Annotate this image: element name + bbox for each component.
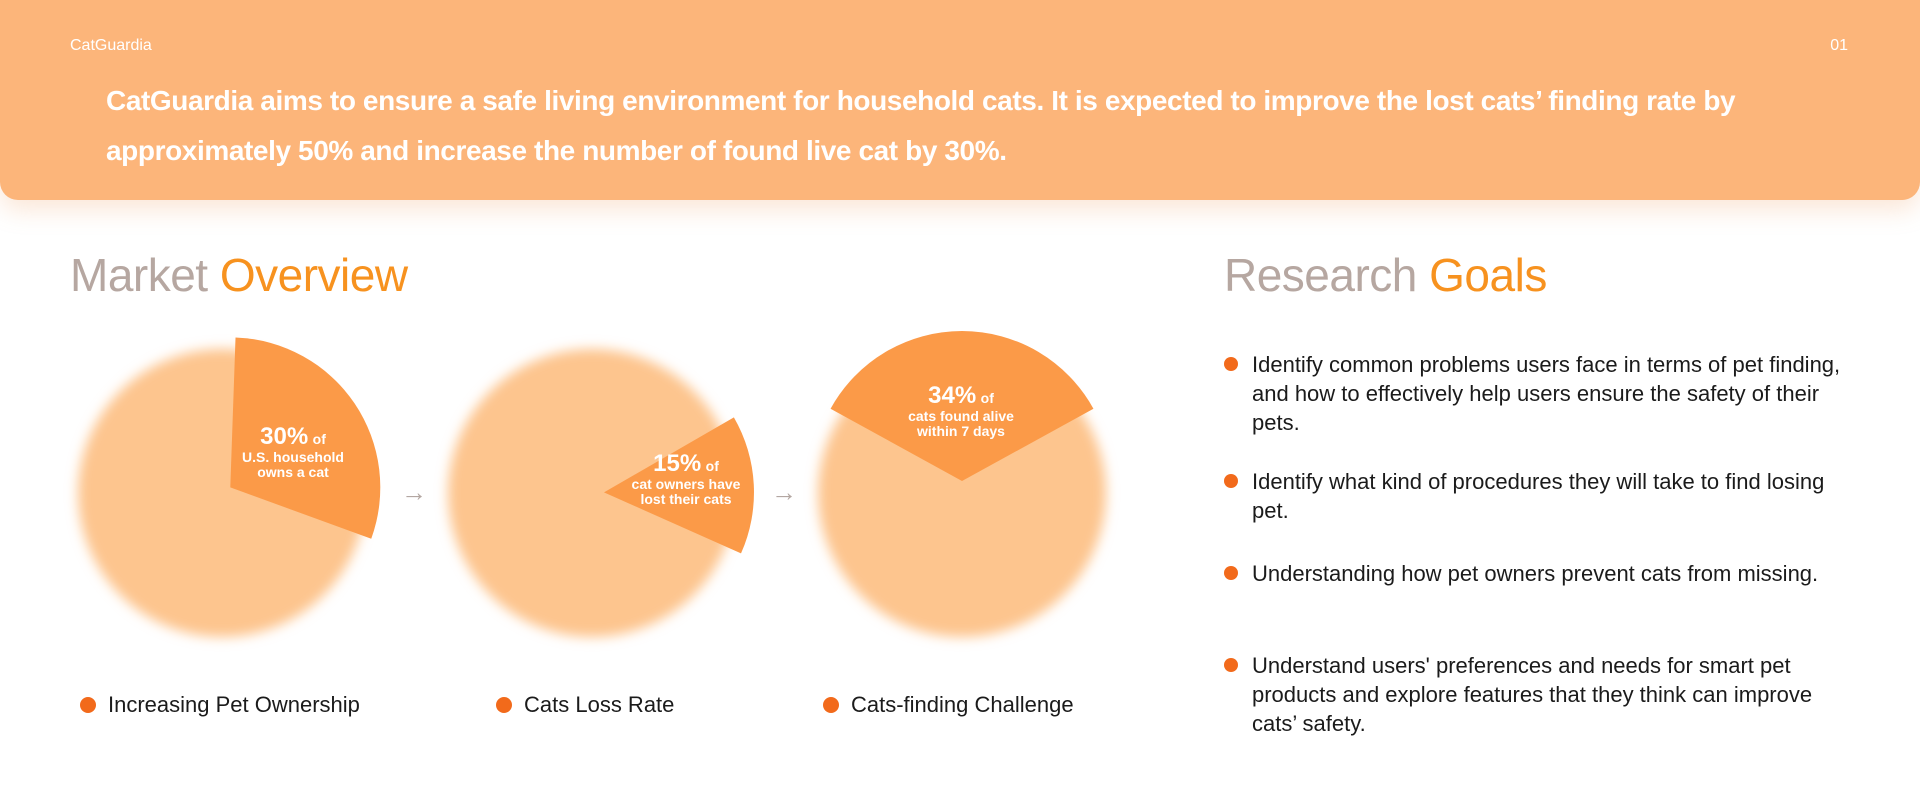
bullet-dot-icon — [823, 697, 839, 713]
pie-3-slice — [830, 330, 1094, 481]
legend-ownership: Increasing Pet Ownership — [80, 692, 360, 718]
bullet-dot-icon — [1224, 474, 1238, 488]
bullet-dot-icon — [80, 697, 96, 713]
pie-canvas — [78, 330, 1106, 637]
arrow-right-icon: → — [771, 477, 797, 507]
pie-3-line1: cats found alive — [908, 408, 1014, 424]
bullet-dot-icon — [1224, 566, 1238, 580]
bullet-dot-icon — [1224, 357, 1238, 371]
pie-1-percent: 30% — [260, 423, 309, 450]
arrow-right-icon: → — [401, 477, 427, 507]
pie-label-loss-rate: 15% of cat owners have lost their cats — [620, 451, 752, 507]
market-title-muted: Market — [70, 249, 208, 301]
legend-finding-label: Cats-finding Challenge — [851, 692, 1074, 717]
goal-text: Identify common problems users face in t… — [1252, 352, 1841, 435]
pie-2-slice — [603, 417, 754, 554]
legend-loss-rate: Cats Loss Rate — [496, 692, 674, 718]
pie-label-finding: 34% of cats found alive within 7 days — [896, 383, 1026, 439]
legend-ownership-label: Increasing Pet Ownership — [108, 692, 360, 717]
pie-2-line2: lost their cats — [640, 491, 732, 507]
pie-2-base — [448, 349, 736, 637]
mission-statement: CatGuardia aims to ensure a safe living … — [106, 85, 1736, 166]
goal-item: Identify common problems users face in t… — [1224, 350, 1844, 437]
goal-text: Identify what kind of procedures they wi… — [1252, 469, 1825, 523]
pie-3-of: of — [980, 390, 994, 406]
goal-item: Understanding how pet owners prevent cat… — [1224, 559, 1844, 588]
market-pie-charts: 30% of U.S. household owns a cat 15% of … — [78, 330, 1106, 718]
pie-3-line2: within 7 days — [917, 423, 1005, 439]
legend-loss-rate-label: Cats Loss Rate — [524, 692, 675, 717]
research-goals-title: Research Goals — [1224, 248, 1547, 302]
legend-finding: Cats-finding Challenge — [823, 692, 1074, 718]
bullet-dot-icon — [496, 697, 512, 713]
pie-2-percent: 15% — [653, 450, 702, 477]
goals-title-muted: Research — [1224, 249, 1417, 301]
pie-2-of: of — [705, 458, 719, 474]
pie-2-line1: cat owners have — [631, 476, 741, 492]
pie-1-slice — [230, 337, 381, 539]
goals-title-accent: Goals — [1429, 249, 1547, 301]
pie-1-line1: U.S. household — [242, 449, 344, 465]
pie-1-line2: owns a cat — [257, 464, 329, 480]
market-title-accent: Overview — [219, 249, 408, 301]
goal-item: Understand users' preferences and needs … — [1224, 651, 1844, 738]
page-number: 01 — [1830, 37, 1848, 54]
header-banner: CatGuardia 01 CatGuardia aims to ensure … — [0, 0, 1920, 200]
pie-3-percent: 34% — [928, 382, 977, 409]
brand-name: CatGuardia — [70, 37, 152, 54]
market-overview-title: Market Overview — [70, 248, 408, 302]
goal-text: Understanding how pet owners prevent cat… — [1252, 561, 1819, 586]
goal-item: Identify what kind of procedures they wi… — [1224, 467, 1844, 525]
bullet-dot-icon — [1224, 658, 1238, 672]
goal-text: Understand users' preferences and needs … — [1252, 653, 1813, 736]
pie-label-ownership: 30% of U.S. household owns a cat — [228, 424, 358, 480]
pie-1-of: of — [312, 431, 326, 447]
